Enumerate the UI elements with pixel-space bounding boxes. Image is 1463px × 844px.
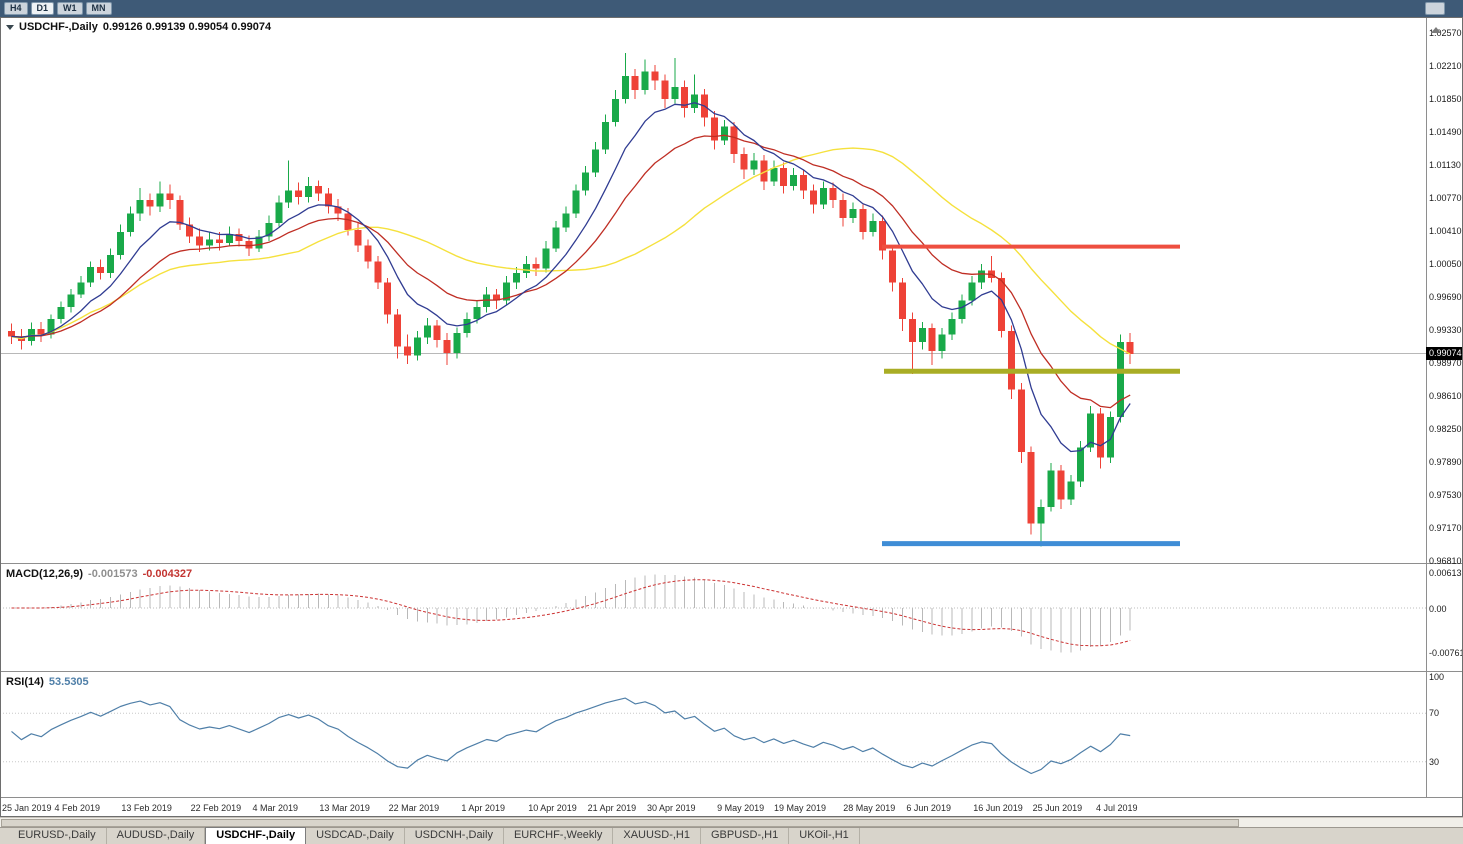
ma-fast-line: [11, 102, 1131, 453]
date-label: 25 Jun 2019: [1032, 803, 1083, 813]
date-label: 22 Mar 2019: [388, 803, 440, 813]
price-scale-label: 0.98610: [1429, 391, 1462, 401]
chart-tab-ukoil-h1[interactable]: UKOil-,H1: [789, 828, 860, 844]
date-label: 22 Feb 2019: [190, 803, 242, 813]
rsi-scale-label: 30: [1429, 757, 1440, 767]
rsi-line: [11, 697, 1131, 775]
macd-signal-value: -0.004327: [142, 568, 193, 580]
rsi-value: 53.5305: [48, 676, 89, 688]
chart-title: USDCHF-,Daily 0.99126 0.99139 0.99054 0.…: [6, 21, 271, 33]
chart-title-symbol: USDCHF-,Daily: [19, 21, 98, 33]
candles-layer: [8, 53, 1134, 547]
date-label: 28 May 2019: [843, 803, 896, 813]
price-scale-label: 0.99330: [1429, 325, 1462, 335]
scale-scroll-up-icon[interactable]: [1431, 27, 1441, 33]
macd-scale-label: 0.00613: [1429, 568, 1462, 578]
date-label: 21 Apr 2019: [587, 803, 637, 813]
price-scale-label: 1.01850: [1429, 94, 1462, 104]
price-scale-label: 0.97890: [1429, 457, 1462, 467]
rsi-panel: RSI(14) 53.5305 100 70 30: [0, 671, 1463, 797]
timeframe-button-w1[interactable]: W1: [57, 2, 83, 15]
date-label: 25 Jan 2019: [2, 803, 52, 813]
chart-tab-usdchf-daily[interactable]: USDCHF-,Daily: [205, 827, 307, 844]
current-price-badge: 0.99074: [1426, 347, 1463, 360]
price-scale-label: 1.00770: [1429, 193, 1462, 203]
chart-tab-gbpusd-h1[interactable]: GBPUSD-,H1: [701, 828, 790, 844]
date-label: 9 May 2019: [717, 803, 765, 813]
time-axis[interactable]: 25 Jan 2019 4 Feb 2019 13 Feb 2019 22 Feb 2…: [0, 797, 1463, 817]
macd-histogram: [20, 574, 1131, 653]
date-label: 19 May 2019: [773, 803, 827, 813]
price-scale-label: 0.98250: [1429, 424, 1462, 434]
price-scale-label: 1.00410: [1429, 226, 1462, 236]
chart-title-ohlc: 0.99126 0.99139 0.99054 0.99074: [102, 21, 272, 33]
rsi-scale-label: 100: [1429, 672, 1445, 682]
chart-tab-xauusd-h1[interactable]: XAUUSD-,H1: [613, 828, 701, 844]
date-label: 13 Mar 2019: [319, 803, 370, 813]
symbol-dropdown-icon[interactable]: [6, 24, 14, 30]
date-label: 16 Jun 2019: [973, 803, 1023, 813]
rsi-title: RSI(14) 53.5305: [6, 676, 89, 688]
price-scale-label: 1.01490: [1429, 127, 1462, 137]
timeframe-button-group: H4 D1 W1 MN: [4, 2, 112, 15]
macd-panel: MACD(12,26,9) -0.001573 -0.004327 0.0061…: [0, 563, 1463, 671]
price-scale-label: 1.02570: [1429, 28, 1462, 38]
macd-signal-line: [11, 579, 1131, 647]
price-scale-label: 1.01130: [1429, 160, 1461, 170]
timeframe-button-h4[interactable]: H4: [4, 2, 28, 15]
rsi-scale-label: 70: [1429, 708, 1440, 718]
chart-tab-usdcad-daily[interactable]: USDCAD-,Daily: [306, 828, 405, 844]
toolbar-extra-button[interactable]: [1425, 2, 1445, 15]
date-label: 4 Jul 2019: [1096, 803, 1138, 813]
price-scale-label: 0.98970: [1429, 358, 1462, 368]
date-label: 4 Feb 2019: [54, 803, 101, 813]
rsi-plot[interactable]: [0, 672, 1426, 797]
chart-tab-usdcnh-daily[interactable]: USDCNH-,Daily: [405, 828, 504, 844]
macd-label: MACD(12,26,9): [6, 568, 84, 580]
main-chart-plot[interactable]: [0, 17, 1426, 563]
macd-plot[interactable]: [0, 564, 1426, 671]
chart-tab-eurchf-weekly[interactable]: EURCHF-,Weekly: [504, 828, 614, 844]
chart-tab-audusd-daily[interactable]: AUDUSD-,Daily: [107, 828, 206, 844]
scrollbar-thumb[interactable]: [1, 819, 1239, 827]
rsi-label: RSI(14): [6, 676, 44, 688]
macd-scale-label: -0.00761: [1429, 648, 1463, 658]
horizontal-scrollbar[interactable]: [0, 817, 1463, 827]
timeframe-button-mn[interactable]: MN: [85, 2, 112, 15]
chart-tab-eurusd-daily[interactable]: EURUSD-,Daily: [8, 828, 107, 844]
date-label: 1 Apr 2019: [461, 803, 505, 813]
price-scale-label: 1.00050: [1429, 259, 1462, 269]
macd-main-value: -0.001573: [88, 568, 138, 580]
price-scale-label: 0.97530: [1429, 490, 1462, 500]
date-label: 30 Apr 2019: [647, 803, 696, 813]
macd-scale-label: 0.00: [1429, 604, 1447, 614]
price-scale-label: 0.96810: [1429, 556, 1462, 566]
chart-tab-bar: EURUSD-,Daily AUDUSD-,Daily USDCHF-,Daily U…: [0, 827, 1463, 844]
date-label: 6 Jun 2019: [906, 803, 951, 813]
ma-medium-line: [11, 134, 1131, 409]
main-chart-panel: USDCHF-,Daily 0.99126 0.99139 0.99054 0.…: [0, 17, 1463, 566]
price-scale-label: 0.97170: [1429, 523, 1462, 533]
date-label: 4 Mar 2019: [252, 803, 299, 813]
date-label: 10 Apr 2019: [528, 803, 577, 813]
timeframe-toolbar: H4 D1 W1 MN: [0, 0, 1463, 17]
timeframe-button-d1[interactable]: D1: [30, 2, 55, 15]
date-label: 13 Feb 2019: [121, 803, 172, 813]
macd-title: MACD(12,26,9) -0.001573 -0.004327: [6, 568, 192, 580]
price-scale-label: 1.02210: [1429, 61, 1462, 71]
price-scale-separator: [1426, 17, 1427, 797]
price-scale-label: 0.99690: [1429, 292, 1462, 302]
ma-slow-line: [11, 147, 1131, 355]
